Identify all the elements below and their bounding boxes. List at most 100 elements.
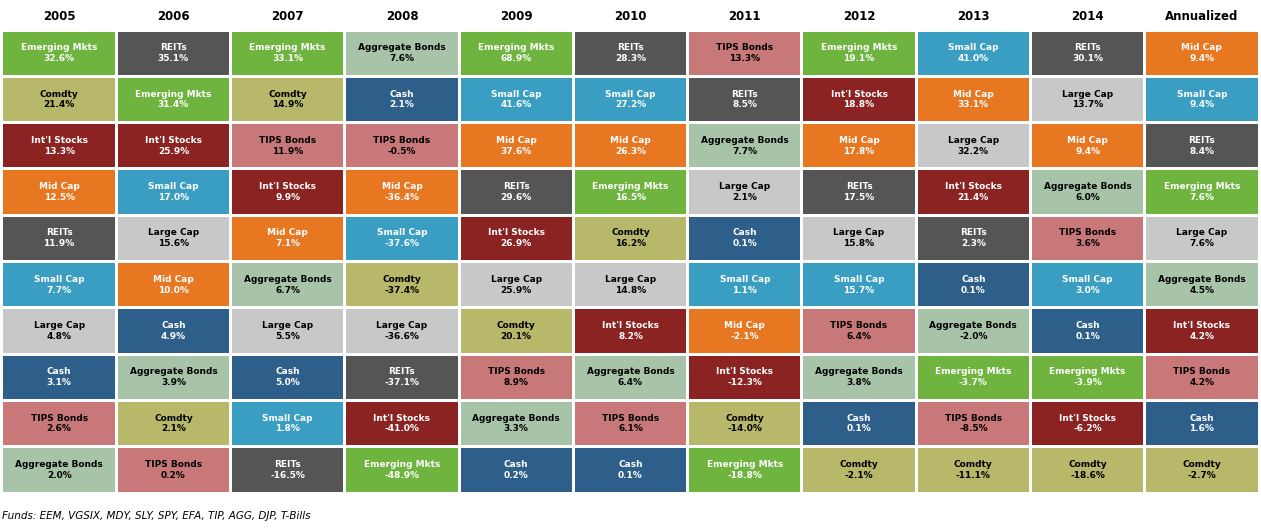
Text: Cash
5.0%: Cash 5.0%: [275, 367, 300, 387]
Bar: [1146, 309, 1257, 353]
Bar: [460, 309, 572, 353]
Text: 2008: 2008: [386, 10, 419, 23]
Text: Comdty
21.4%: Comdty 21.4%: [40, 90, 78, 109]
Text: Large Cap
5.5%: Large Cap 5.5%: [262, 321, 313, 341]
Bar: [803, 309, 914, 353]
Text: Emerging Mkts
33.1%: Emerging Mkts 33.1%: [250, 43, 325, 63]
Text: Large Cap
2.1%: Large Cap 2.1%: [719, 182, 770, 202]
Bar: [1146, 124, 1257, 167]
Bar: [1146, 448, 1257, 492]
Text: TIPS Bonds
-0.5%: TIPS Bonds -0.5%: [373, 136, 430, 156]
Text: Comdty
-2.7%: Comdty -2.7%: [1183, 460, 1221, 479]
Bar: [232, 309, 343, 353]
Text: Small Cap
3.0%: Small Cap 3.0%: [1062, 275, 1113, 295]
Text: Small Cap
9.4%: Small Cap 9.4%: [1177, 90, 1227, 109]
Text: 2007: 2007: [271, 10, 304, 23]
Text: Comdty
-37.4%: Comdty -37.4%: [382, 275, 421, 295]
Bar: [117, 124, 230, 167]
Bar: [803, 448, 914, 492]
Bar: [575, 217, 686, 260]
Text: REITs
8.5%: REITs 8.5%: [731, 90, 758, 109]
Bar: [689, 309, 801, 353]
Bar: [4, 448, 115, 492]
Text: Small Cap
7.7%: Small Cap 7.7%: [34, 275, 84, 295]
Text: TIPS Bonds
-8.5%: TIPS Bonds -8.5%: [944, 414, 1002, 433]
Bar: [918, 309, 1029, 353]
Bar: [347, 402, 458, 445]
Text: TIPS Bonds
13.3%: TIPS Bonds 13.3%: [716, 43, 773, 63]
Text: Funds: EEM, VGSIX, MDY, SLY, SPY, EFA, TIP, AGG, DJP, T-Bills: Funds: EEM, VGSIX, MDY, SLY, SPY, EFA, T…: [3, 511, 310, 521]
Text: Int'l Stocks
21.4%: Int'l Stocks 21.4%: [944, 182, 1001, 202]
Text: Large Cap
13.7%: Large Cap 13.7%: [1062, 90, 1113, 109]
Bar: [117, 263, 230, 306]
Bar: [1146, 170, 1257, 213]
Bar: [918, 217, 1029, 260]
Bar: [1031, 170, 1144, 213]
Text: Emerging Mkts
16.5%: Emerging Mkts 16.5%: [593, 182, 668, 202]
Bar: [918, 356, 1029, 399]
Text: Small Cap
1.8%: Small Cap 1.8%: [262, 414, 313, 433]
Text: Aggregate Bonds
6.0%: Aggregate Bonds 6.0%: [1044, 182, 1131, 202]
Bar: [1031, 356, 1144, 399]
Text: Small Cap
41.6%: Small Cap 41.6%: [491, 90, 541, 109]
Bar: [1146, 78, 1257, 121]
Bar: [918, 78, 1029, 121]
Bar: [1031, 448, 1144, 492]
Bar: [918, 31, 1029, 75]
Text: Int'l Stocks
-6.2%: Int'l Stocks -6.2%: [1059, 414, 1116, 433]
Text: Annualized: Annualized: [1165, 10, 1238, 23]
Text: 2013: 2013: [957, 10, 990, 23]
Bar: [232, 402, 343, 445]
Bar: [4, 124, 115, 167]
Bar: [347, 31, 458, 75]
Bar: [575, 448, 686, 492]
Bar: [460, 31, 572, 75]
Text: 2012: 2012: [842, 10, 875, 23]
Text: Cash
1.6%: Cash 1.6%: [1189, 414, 1214, 433]
Text: Small Cap
1.1%: Small Cap 1.1%: [720, 275, 770, 295]
Bar: [4, 78, 115, 121]
Text: Aggregate Bonds
6.7%: Aggregate Bonds 6.7%: [243, 275, 332, 295]
Text: Mid Cap
33.1%: Mid Cap 33.1%: [953, 90, 994, 109]
Text: Emerging Mkts
19.1%: Emerging Mkts 19.1%: [821, 43, 898, 63]
Text: Mid Cap
9.4%: Mid Cap 9.4%: [1182, 43, 1222, 63]
Text: 2006: 2006: [158, 10, 189, 23]
Bar: [460, 78, 572, 121]
Text: Aggregate Bonds
7.6%: Aggregate Bonds 7.6%: [358, 43, 446, 63]
Bar: [1146, 263, 1257, 306]
Bar: [803, 124, 914, 167]
Bar: [4, 217, 115, 260]
Bar: [575, 263, 686, 306]
Bar: [460, 402, 572, 445]
Bar: [1031, 124, 1144, 167]
Text: Aggregate Bonds
6.4%: Aggregate Bonds 6.4%: [586, 367, 675, 387]
Text: REITs
-37.1%: REITs -37.1%: [385, 367, 420, 387]
Text: Emerging Mkts
-3.9%: Emerging Mkts -3.9%: [1049, 367, 1126, 387]
Bar: [1031, 31, 1144, 75]
Bar: [460, 448, 572, 492]
Bar: [689, 402, 801, 445]
Text: Emerging Mkts
32.6%: Emerging Mkts 32.6%: [21, 43, 97, 63]
Text: Int'l Stocks
9.9%: Int'l Stocks 9.9%: [260, 182, 317, 202]
Text: TIPS Bonds
4.2%: TIPS Bonds 4.2%: [1173, 367, 1231, 387]
Bar: [117, 31, 230, 75]
Bar: [347, 356, 458, 399]
Bar: [918, 448, 1029, 492]
Bar: [4, 309, 115, 353]
Text: Emerging Mkts
-18.8%: Emerging Mkts -18.8%: [706, 460, 783, 479]
Text: Mid Cap
9.4%: Mid Cap 9.4%: [1067, 136, 1108, 156]
Bar: [347, 78, 458, 121]
Text: Cash
4.9%: Cash 4.9%: [161, 321, 185, 341]
Text: Comdty
-11.1%: Comdty -11.1%: [953, 460, 992, 479]
Bar: [232, 356, 343, 399]
Text: Large Cap
14.8%: Large Cap 14.8%: [605, 275, 656, 295]
Text: Int'l Stocks
13.3%: Int'l Stocks 13.3%: [30, 136, 87, 156]
Text: Comdty
2.1%: Comdty 2.1%: [154, 414, 193, 433]
Text: Mid Cap
-2.1%: Mid Cap -2.1%: [724, 321, 765, 341]
Text: Emerging Mkts
-48.9%: Emerging Mkts -48.9%: [363, 460, 440, 479]
Bar: [689, 124, 801, 167]
Text: Aggregate Bonds
3.9%: Aggregate Bonds 3.9%: [130, 367, 217, 387]
Bar: [803, 31, 914, 75]
Bar: [347, 124, 458, 167]
Text: Aggregate Bonds
-2.0%: Aggregate Bonds -2.0%: [929, 321, 1018, 341]
